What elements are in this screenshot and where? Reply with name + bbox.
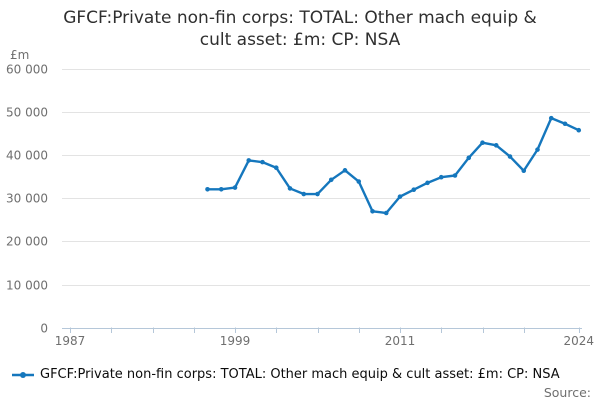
data-point-marker [315,191,320,197]
x-tick-label: 2024 [563,334,594,348]
legend-series-marker-icon [12,371,34,378]
x-tick-label: 1987 [55,334,86,348]
data-point-marker [328,177,334,183]
y-tick-label: 50 000 [6,106,48,120]
y-tick-label: 20 000 [6,235,48,249]
source-note: Source: [543,385,591,400]
data-point-marker [342,168,348,173]
data-point-marker [425,180,430,186]
data-point-marker [507,154,513,159]
data-point-marker [452,173,458,178]
data-point-marker [218,186,224,192]
data-point-marker [466,155,472,161]
data-point-marker [521,168,527,174]
y-axis-unit-label: £m [10,48,30,62]
data-point-marker [370,208,375,214]
data-point-marker [232,185,238,190]
data-point-marker [246,158,252,163]
y-tick-label: 40 000 [6,149,48,163]
data-point-marker [438,174,444,180]
legend-series-label: GFCF:Private non-fin corps: TOTAL: Other… [40,367,560,382]
data-point-marker [383,210,389,216]
data-point-marker [205,186,210,192]
data-point-marker [287,186,293,191]
data-point-marker [535,147,540,152]
data-point-marker [411,187,417,193]
y-tick-label: 60 000 [6,63,48,77]
data-point-marker [493,143,499,148]
data-point-marker [260,159,265,165]
x-tick-label: 2011 [385,334,416,348]
data-point-marker [397,194,403,199]
chart-title: GFCF:Private non-fin corps: TOTAL: Other… [63,8,537,51]
data-point-marker [480,140,485,146]
data-series-line [206,116,580,215]
data-point-marker [356,179,362,184]
y-tick-label: 30 000 [6,192,48,206]
data-point-marker [562,121,568,127]
data-point-marker [548,115,554,121]
x-tick-label: 1999 [220,334,251,348]
data-point-marker [576,127,582,133]
y-tick-label: 10 000 [6,279,48,293]
y-tick-label: 0 [40,322,48,336]
legend: GFCF:Private non-fin corps: TOTAL: Other… [10,367,596,382]
data-point-marker [273,165,279,171]
data-point-marker [301,191,307,197]
